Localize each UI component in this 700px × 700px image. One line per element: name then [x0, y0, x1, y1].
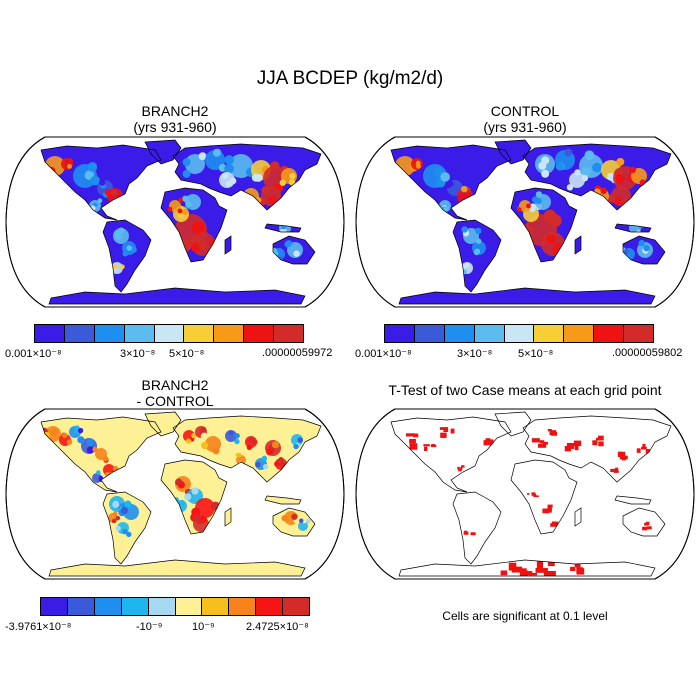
coastline-madagascar [574, 507, 582, 527]
control-cb-bin [474, 325, 505, 342]
coastline-eurasia [172, 415, 322, 483]
coastline-north-america [390, 144, 512, 221]
control-cb-bin [504, 325, 535, 342]
ttest-panel-title: T-Test of two Case means at each grid po… [388, 382, 662, 398]
branch-colorbar [34, 324, 304, 343]
coastline-antarctica [48, 287, 306, 305]
control-cb-label-min: 0.001×10⁻⁸ [355, 348, 412, 360]
map-border [5, 408, 345, 580]
branch-cb-label-3: 3×10⁻⁸ [120, 348, 156, 360]
branch-cb-bin [184, 325, 215, 342]
coastline-greenland [144, 139, 182, 165]
control-cb-bin [624, 325, 654, 342]
diff-cb-bin [41, 598, 68, 615]
control-cb-label-3: 3×10⁻⁸ [457, 348, 493, 360]
diff-colorbar [40, 597, 310, 616]
coastline-antarctica [398, 287, 656, 305]
diff-map [5, 408, 345, 580]
diff-title-line1: BRANCH2 [141, 377, 209, 393]
diff-cb-bin [283, 598, 310, 615]
diff-cb-bin [94, 598, 122, 615]
diff-cb-bin [121, 598, 149, 615]
coastline-eurasia [522, 415, 672, 483]
branch-cb-bin [274, 325, 304, 342]
coastline-south-america [452, 219, 502, 293]
coastline-greenland [144, 411, 182, 437]
control-panel-title: CONTROL (yrs 931-960) [425, 103, 625, 135]
coastline-eurasia [172, 143, 322, 211]
diff-cb-bin [148, 598, 176, 615]
control-cb-bin [534, 325, 565, 342]
coastline-north-america [390, 416, 512, 493]
diff-cb-bin [202, 598, 230, 615]
coastline-greenland [494, 411, 532, 437]
coastline-indonesia [264, 495, 302, 505]
diff-cb-label-min: -3.9761×10⁻⁸ [5, 621, 72, 633]
diff-cb-label-neg: -10⁻⁹ [136, 621, 163, 633]
coastline-africa [510, 187, 578, 263]
ttest-map [355, 408, 695, 580]
control-cb-label-max: .00000059802 [612, 347, 683, 359]
coastline-madagascar [224, 235, 232, 255]
control-cb-bin [564, 325, 595, 342]
branch-cb-bin [35, 325, 65, 342]
coastline-indonesia [264, 223, 302, 233]
coastline-indonesia [614, 223, 652, 233]
map-border [355, 408, 695, 580]
control-cb-bin [444, 325, 475, 342]
branch-title-line2: (yrs 931-960) [133, 119, 217, 135]
coastline-africa [160, 459, 228, 535]
coastline-south-america [102, 219, 152, 293]
branch-cb-bin [64, 325, 95, 342]
branch-cb-bin [124, 325, 155, 342]
coastline-australia [622, 235, 666, 265]
branch-cb-label-5: 5×10⁻⁸ [169, 348, 205, 360]
coastline-africa [510, 459, 578, 535]
diff-cb-bin [175, 598, 203, 615]
branch-cb-bin [244, 325, 275, 342]
branch-cb-bin [214, 325, 245, 342]
control-colorbar [384, 324, 654, 343]
coastline-antarctica [398, 559, 656, 577]
control-cb-label-5: 5×10⁻⁸ [518, 348, 554, 360]
coastline-antarctica [48, 559, 306, 577]
branch-panel-title: BRANCH2 (yrs 931-960) [75, 103, 275, 135]
coastline-madagascar [574, 235, 582, 255]
control-map [355, 136, 695, 308]
branch-title-line1: BRANCH2 [141, 103, 209, 119]
coastline-north-america [40, 416, 162, 493]
branch-cb-bin [94, 325, 125, 342]
branch-cb-bin [154, 325, 185, 342]
coastline-north-america [40, 144, 162, 221]
coastline-eurasia [522, 143, 672, 211]
coastline-greenland [494, 139, 532, 165]
branch-cb-label-max: .00000059972 [262, 347, 333, 359]
coastline-australia [272, 507, 316, 537]
coastline-south-america [452, 491, 502, 565]
branch-map [5, 136, 345, 308]
diff-cb-bin [256, 598, 284, 615]
figure-title: JJA BCDEP (kg/m2/d) [256, 68, 444, 89]
coastline-indonesia [614, 495, 652, 505]
branch-cb-label-min: 0.001×10⁻⁸ [5, 348, 62, 360]
diff-cb-label-pos: 10⁻⁹ [192, 621, 215, 633]
coastline-africa [160, 187, 228, 263]
map-border [5, 136, 345, 308]
diff-panel-title: BRANCH2 - CONTROL [75, 377, 275, 409]
control-title-line2: (yrs 931-960) [483, 119, 567, 135]
coastline-australia [622, 507, 666, 537]
diff-cb-bin [67, 598, 95, 615]
diff-cb-label-max: 2.4725×10⁻⁸ [246, 621, 309, 633]
map-border [355, 136, 695, 308]
control-cb-bin [594, 325, 625, 342]
coastline-south-america [102, 491, 152, 565]
control-cb-bin [414, 325, 445, 342]
significance-note: Cells are significant at 0.1 level [442, 609, 608, 623]
control-title-line1: CONTROL [490, 103, 560, 119]
diff-cb-bin [229, 598, 257, 615]
coastline-australia [272, 235, 316, 265]
coastline-madagascar [224, 507, 232, 527]
diff-title-line2: - CONTROL [136, 393, 214, 409]
control-cb-bin [385, 325, 415, 342]
